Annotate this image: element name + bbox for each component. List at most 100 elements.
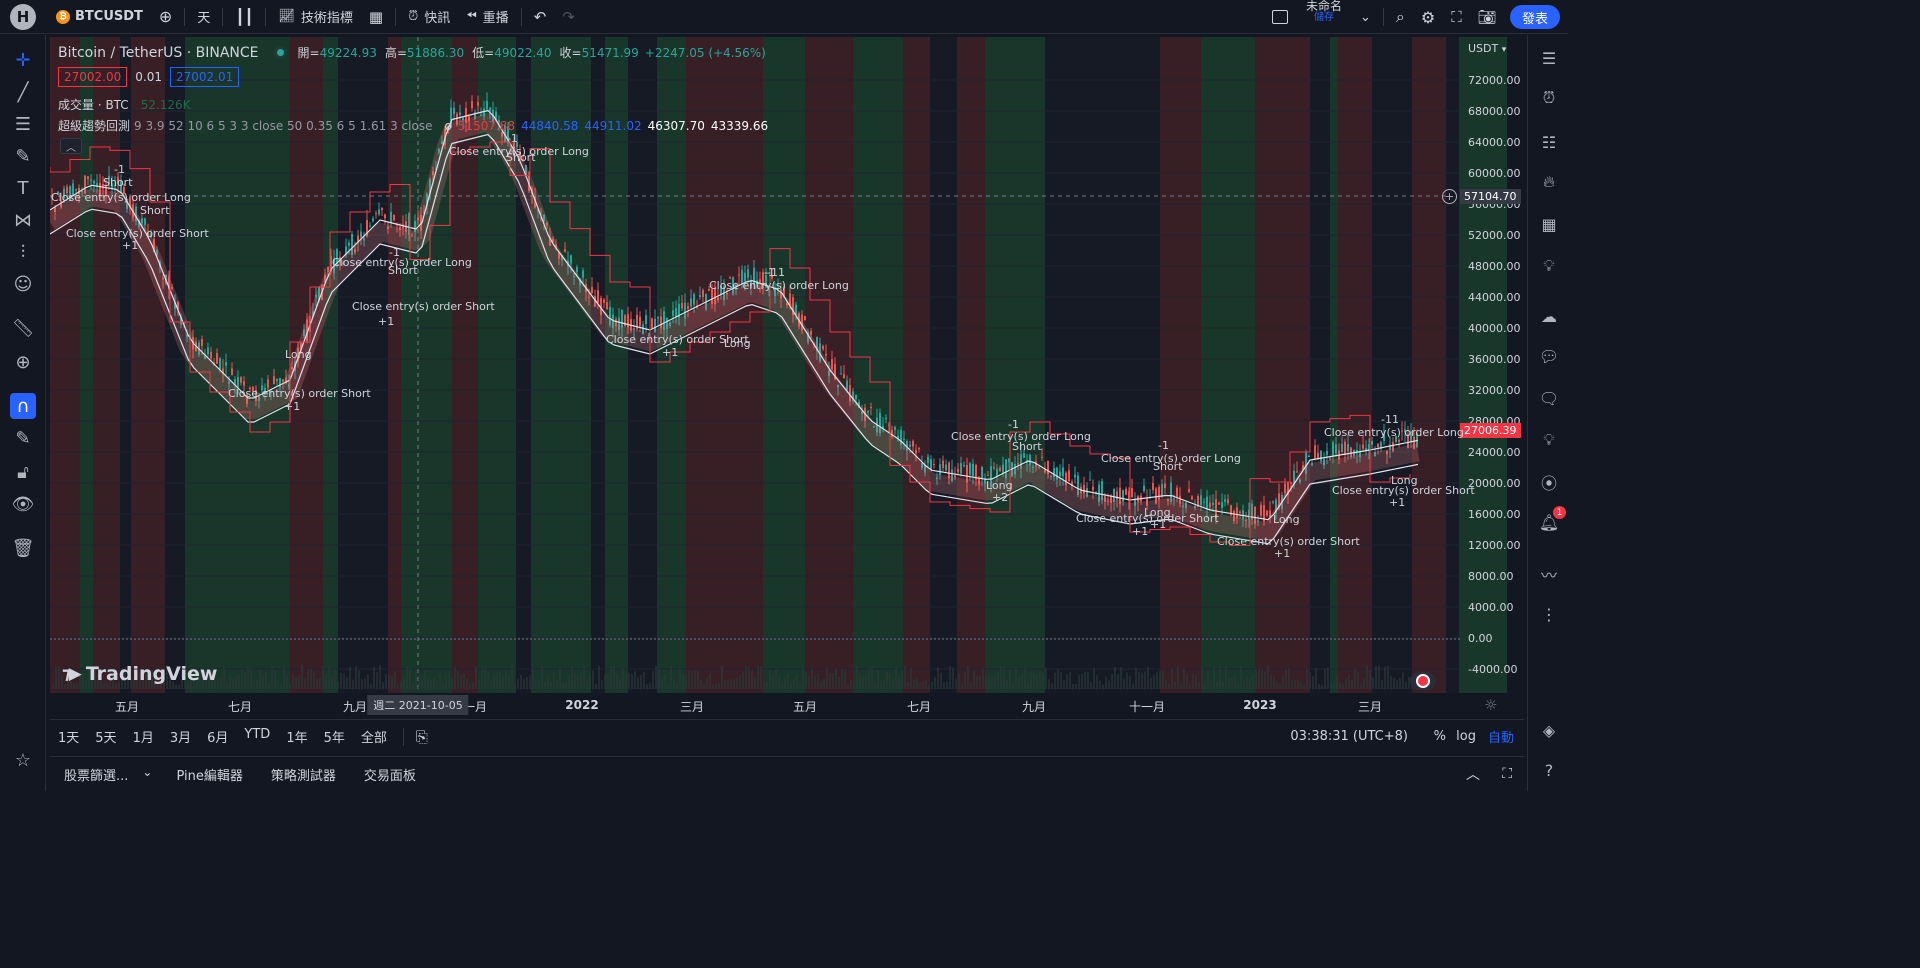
chart-pane[interactable]: [50, 37, 1524, 693]
redo-button[interactable]: ↷: [554, 0, 583, 34]
indicator-legend[interactable]: 超級趨勢回測 9 3.9 52 10 6 5 3 3 close 50 0.35…: [58, 117, 768, 134]
chats-icon[interactable]: 💬︎: [1538, 346, 1560, 366]
currency-label[interactable]: USDT ▾: [1468, 42, 1506, 55]
streams-icon[interactable]: ☁: [1541, 306, 1557, 326]
time-axis-settings-button[interactable]: ☼: [1484, 696, 1497, 714]
range-button[interactable]: 1月: [132, 731, 154, 746]
lock-drawing-icon[interactable]: ✎: [15, 427, 31, 449]
candle-body: [711, 289, 713, 304]
layout-select-button[interactable]: [1264, 0, 1296, 34]
volume-bar: [88, 668, 90, 689]
volume-legend[interactable]: 成交量 · BTC 52.126K: [58, 96, 191, 113]
ruler-icon[interactable]: 📏︎: [11, 317, 35, 339]
crosshair-icon[interactable]: ✛: [15, 49, 31, 71]
replay-button[interactable]: ⏪︎ 重播: [458, 0, 516, 34]
candle-body: [1383, 433, 1385, 441]
interval-button[interactable]: 天: [197, 11, 211, 26]
time-axis[interactable]: 五月 七月 九月 一月 2022 三月 五月 七月 九月 十一月 2023 三月 週二 2021-10-…: [50, 693, 1524, 717]
layout-name[interactable]: 未命名 儲存: [1296, 0, 1352, 34]
volume-bar: [859, 674, 861, 689]
percent-scale-toggle[interactable]: %: [1433, 729, 1446, 744]
volume-bar: [427, 676, 429, 689]
volume-bar: [451, 677, 453, 689]
range-button[interactable]: 3月: [169, 731, 192, 746]
bottom-tab[interactable]: 策略測試器: [270, 768, 336, 784]
watchlist-icon[interactable]: ☰: [1541, 48, 1557, 68]
goto-date-button[interactable]: ⎘: [408, 728, 436, 746]
candle-body: [246, 394, 248, 404]
collapse-legend-button[interactable]: ︿: [60, 138, 82, 154]
trend-icon[interactable]: 〰: [1540, 566, 1557, 585]
snapshot-button[interactable]: 📷︎: [1470, 0, 1505, 34]
volume-bar: [310, 668, 312, 689]
candle-body: [1161, 483, 1163, 497]
volume-bar: [598, 665, 600, 689]
search-button[interactable]: ⌕: [1388, 0, 1413, 34]
range-button[interactable]: 5天: [95, 731, 117, 746]
range-button[interactable]: 1天: [58, 731, 80, 746]
layers-icon[interactable]: ◈: [1542, 720, 1556, 740]
help-icon[interactable]: ?: [1544, 760, 1554, 780]
auto-scale-toggle[interactable]: 自動: [1487, 731, 1514, 746]
templates-button[interactable]: ▦: [361, 0, 391, 34]
alerts-clock-icon[interactable]: ⏰︎: [1542, 88, 1556, 107]
brush-icon[interactable]: ✎: [15, 145, 31, 167]
pattern-tool-icon[interactable]: ⋈: [14, 209, 32, 231]
help-bulb-icon[interactable]: 💡︎: [1543, 430, 1555, 449]
bottom-tab[interactable]: Pine編輯器: [176, 768, 243, 784]
notes-icon[interactable]: 🗨︎: [1538, 388, 1560, 408]
list-icon[interactable]: ☷: [1541, 132, 1557, 152]
broadcast-icon[interactable]: ⦿: [1540, 474, 1557, 493]
eye-icon[interactable]: 👁︎: [11, 493, 35, 515]
trash-icon[interactable]: 🗑︎: [11, 537, 35, 559]
fullscreen-button[interactable]: ⛶: [1443, 0, 1470, 34]
volume-bar: [622, 668, 624, 689]
star-icon[interactable]: ☆: [14, 749, 32, 771]
buy-button[interactable]: 27002.01: [169, 67, 240, 87]
log-scale-toggle[interactable]: log: [1456, 729, 1476, 744]
volume-bar: [154, 672, 156, 689]
chart-type-button[interactable]: ┃┃: [227, 0, 261, 34]
volume-bar: [1327, 667, 1329, 689]
lock-icon[interactable]: 🔓︎: [17, 461, 29, 483]
magnet-icon[interactable]: ∩: [10, 393, 36, 419]
maximize-panel-button[interactable]: ⛶: [1502, 766, 1512, 782]
zoom-icon[interactable]: ⊕: [15, 351, 31, 373]
prediction-tool-icon[interactable]: ⫶: [20, 241, 26, 263]
ideas-icon[interactable]: 💡︎: [1543, 256, 1555, 275]
notifications-icon[interactable]: 🔔︎ 1: [1536, 506, 1566, 535]
indicators-button[interactable]: 📈︎ 技術指標: [270, 0, 361, 34]
settings-button[interactable]: ⚙: [1413, 0, 1443, 34]
candle-body: [87, 176, 89, 179]
fib-tool-icon[interactable]: ☰: [14, 113, 32, 135]
range-button[interactable]: 全部: [360, 731, 387, 746]
calendar-icon[interactable]: ▦: [1541, 214, 1557, 234]
flag-icon[interactable]: [1410, 672, 1436, 690]
emoji-icon[interactable]: ☺: [13, 273, 33, 295]
publish-button[interactable]: 發表: [1509, 5, 1560, 29]
trend-line-icon[interactable]: ╱: [17, 81, 29, 103]
chart-canvas[interactable]: [50, 37, 1524, 693]
compare-symbol-button[interactable]: ⊕: [151, 0, 180, 34]
candle-body: [837, 384, 839, 388]
user-avatar[interactable]: H: [10, 3, 36, 30]
dom-icon[interactable]: ⋮: [1541, 604, 1557, 624]
range-button[interactable]: 5年: [323, 731, 345, 746]
layout-menu-button[interactable]: ⌄: [1352, 0, 1379, 34]
range-button[interactable]: 1年: [286, 731, 308, 746]
chevron-down-icon[interactable]: ⌄: [142, 764, 153, 779]
text-tool-icon[interactable]: T: [17, 177, 29, 199]
bottom-tab[interactable]: 交易面板: [363, 768, 416, 784]
sell-button[interactable]: 27002.00: [58, 67, 128, 87]
symbol-search-button[interactable]: ₿ BTCUSDT: [48, 0, 151, 34]
hotlist-icon[interactable]: 🔥︎: [1543, 172, 1555, 191]
range-button[interactable]: 6月: [207, 731, 229, 746]
regime-band: [1160, 37, 1201, 693]
timezone-clock[interactable]: 03:38:31 (UTC+8): [1290, 729, 1408, 744]
collapse-panel-button[interactable]: ︿: [1466, 764, 1480, 784]
range-button[interactable]: YTD: [244, 727, 271, 742]
bottom-tab[interactable]: 股票篩選...: [64, 768, 129, 784]
undo-button[interactable]: ↶: [526, 0, 555, 34]
alert-button[interactable]: ⏰︎ 快訊: [400, 0, 458, 34]
add-alert-plus-icon[interactable]: +: [1442, 189, 1457, 204]
